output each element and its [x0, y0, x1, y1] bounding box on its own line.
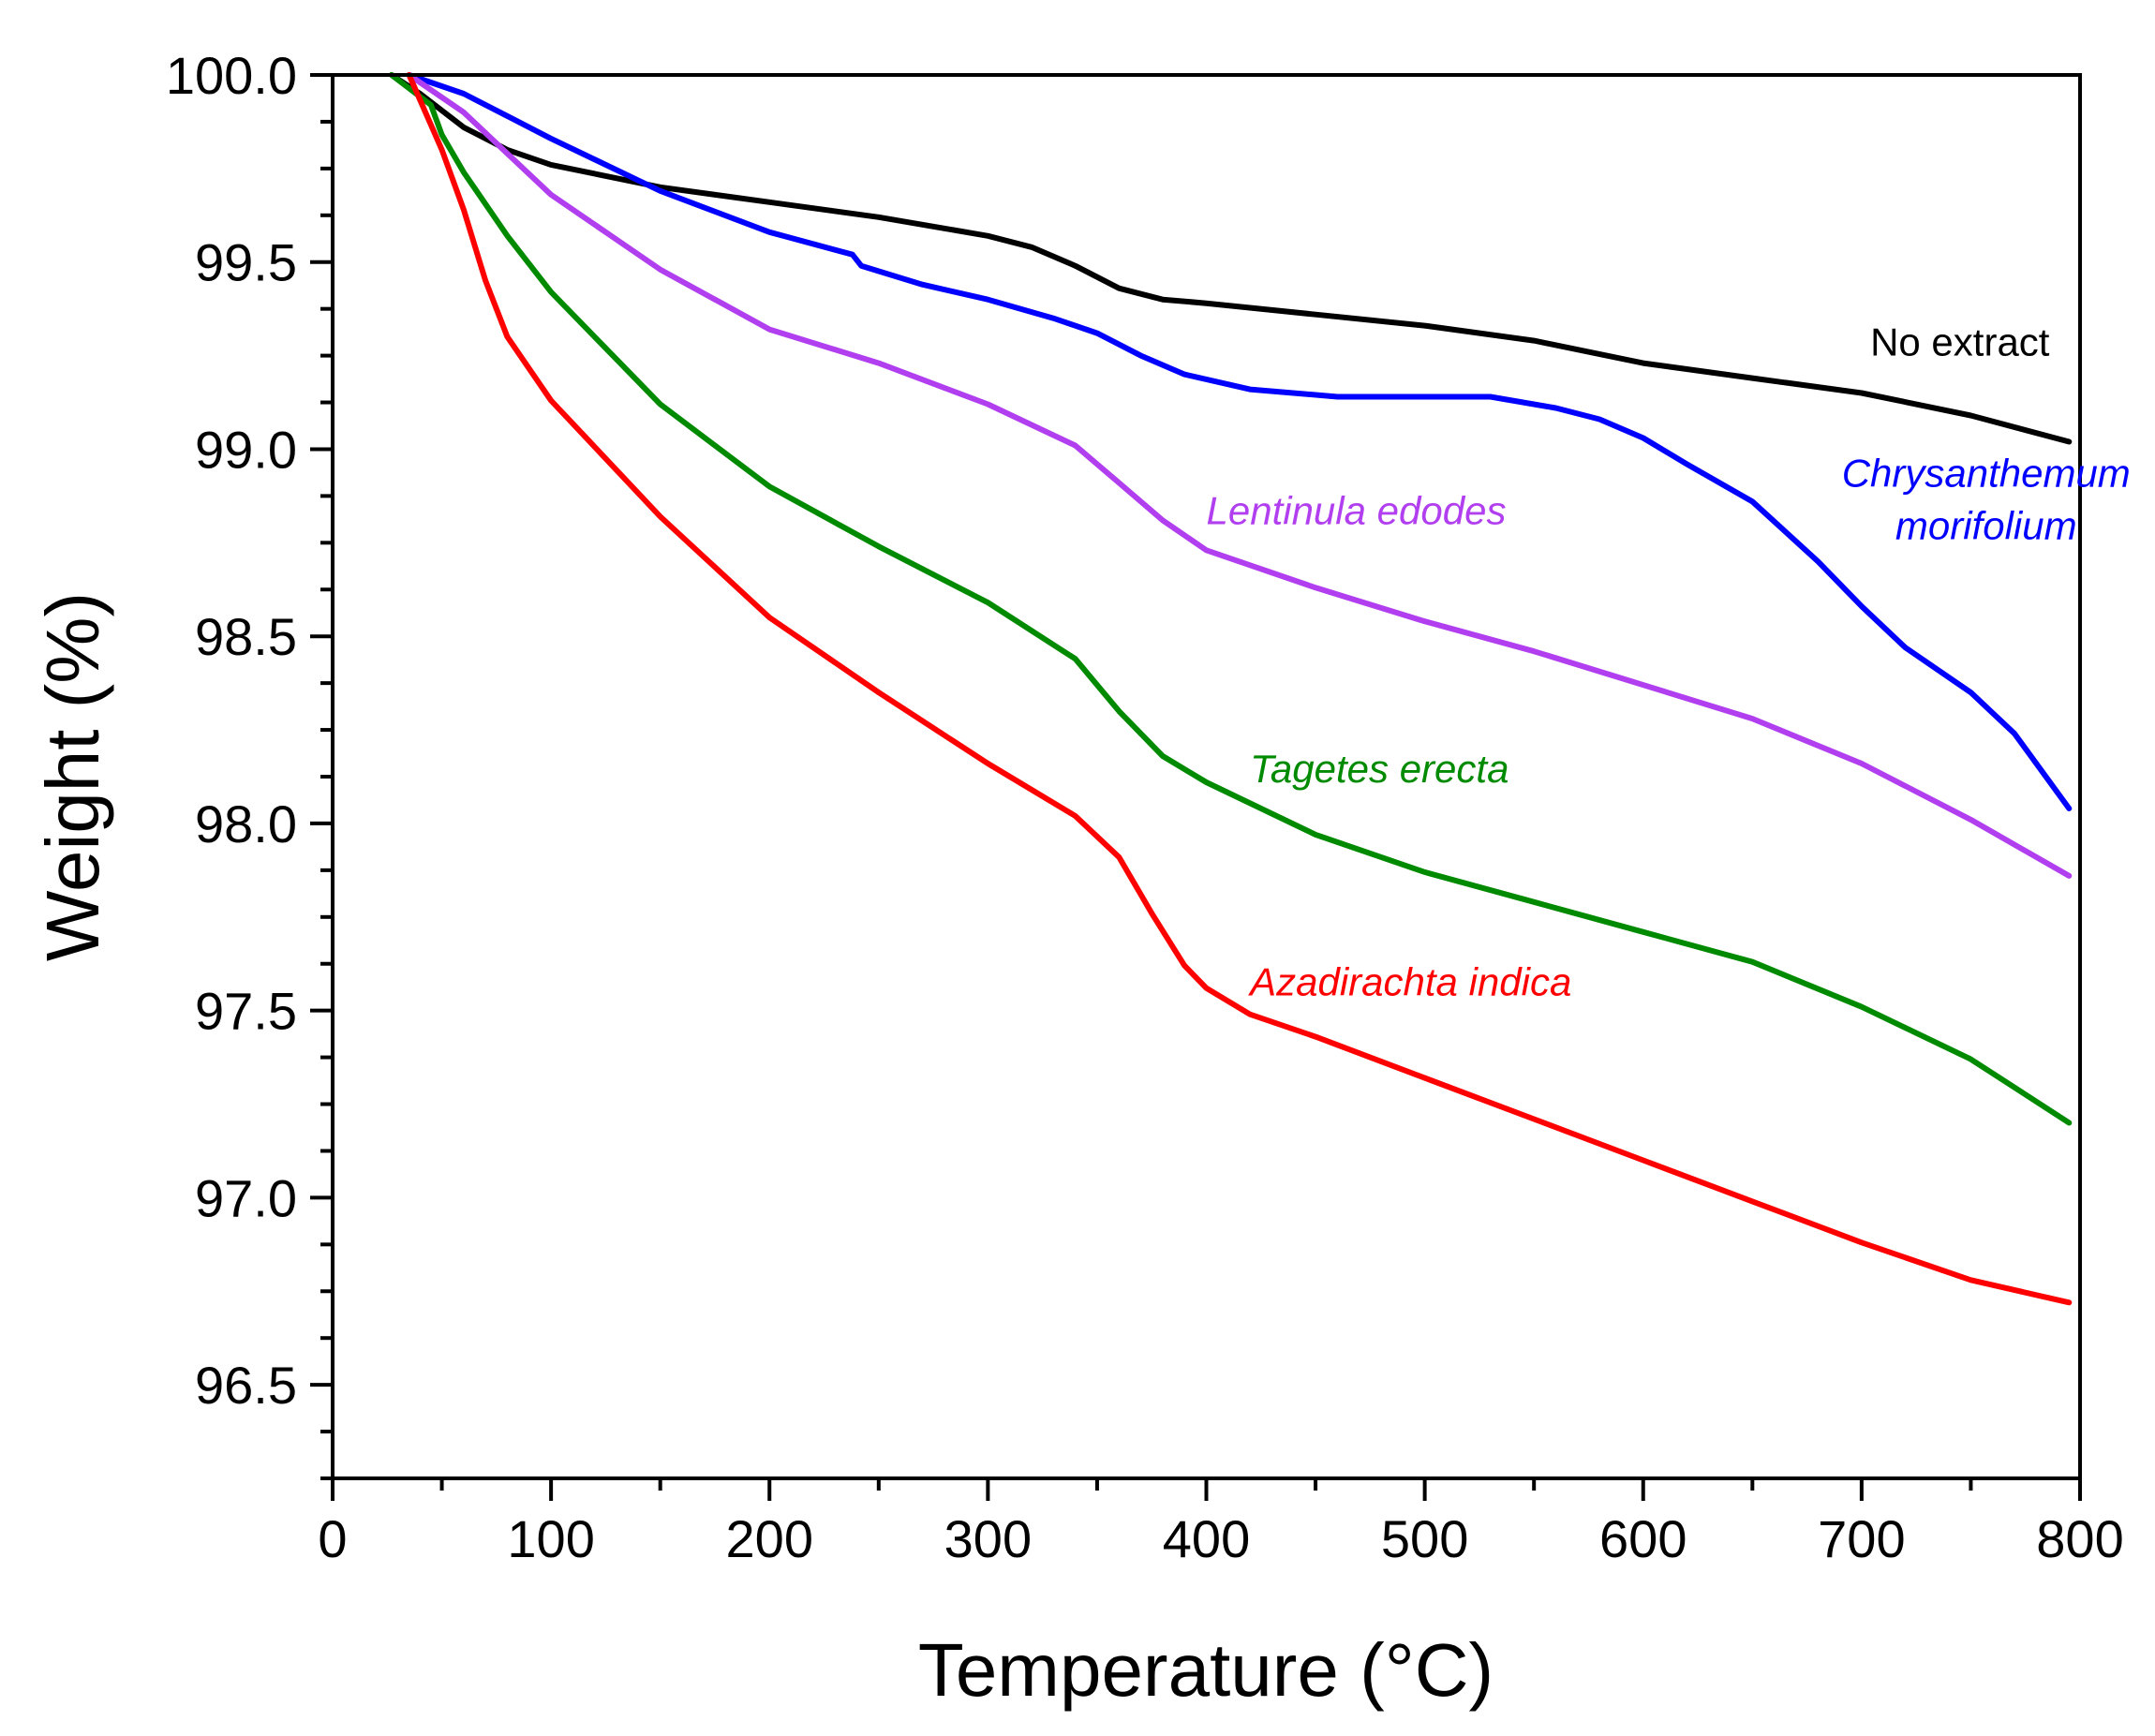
series-label-line: Lentinula edodes: [1207, 488, 1507, 532]
series-label-tagetes-erecta: Tagetes erecta: [1250, 747, 1508, 791]
x-axis-title: Temperature (°C): [918, 1628, 1494, 1712]
x-tick-label: 800: [2036, 1509, 2123, 1568]
y-tick-label: 98.5: [195, 607, 297, 666]
series-label-line: No extract: [1870, 320, 2050, 364]
y-tick-label: 96.5: [195, 1356, 297, 1415]
series-label-lentinula-edodes: Lentinula edodes: [1207, 488, 1507, 532]
y-tick-label: 100.0: [166, 46, 297, 105]
series-line-chrysanthemum-morifolium: [406, 72, 2073, 811]
y-tick-label: 98.0: [195, 794, 297, 853]
plot-area: [388, 72, 2073, 1306]
series-label-line: Azadirachta indica: [1247, 960, 1571, 1004]
x-tick-label: 0: [318, 1509, 347, 1568]
y-tick-label: 97.0: [195, 1168, 297, 1227]
x-tick-label: 500: [1381, 1509, 1468, 1568]
series-label-no-extract: No extract: [1870, 320, 2050, 364]
series-label-azadirachta-indica: Azadirachta indica: [1247, 960, 1571, 1004]
series-line-azadirachta-indica: [406, 72, 2073, 1306]
plot-frame: [331, 73, 2082, 1480]
series-line-lentinula-edodes: [406, 72, 2073, 879]
series-line-tagetes-erecta: [388, 72, 2073, 1126]
series-labels: No extract Chrysanthemum morifolium Lentinu…: [1207, 320, 2131, 1004]
y-tick-label: 99.0: [195, 420, 297, 479]
x-tick-label: 100: [507, 1509, 594, 1568]
series-label-line: morifolium: [1895, 503, 2077, 547]
series-label-line: Tagetes erecta: [1250, 747, 1508, 791]
x-tick-label: 200: [726, 1509, 813, 1568]
series-label-line: Chrysanthemum: [1842, 451, 2131, 495]
x-tick-label: 700: [1818, 1509, 1905, 1568]
y-tick-label: 99.5: [195, 233, 297, 292]
x-tick-label: 300: [944, 1509, 1032, 1568]
x-tick-label: 600: [1599, 1509, 1687, 1568]
y-tick-label: 97.5: [195, 982, 297, 1041]
y-axis-title: Weight (%): [31, 592, 114, 961]
axis-ticks: 0 100 200 300 400 500 600 700 800 96.5 97.0 97.5 98.…: [166, 46, 2124, 1568]
x-tick-label: 400: [1163, 1509, 1250, 1568]
series-line-no-extract: [388, 72, 2073, 445]
series-label-chrysanthemum-morifolium: Chrysanthemum morifolium: [1842, 451, 2131, 547]
